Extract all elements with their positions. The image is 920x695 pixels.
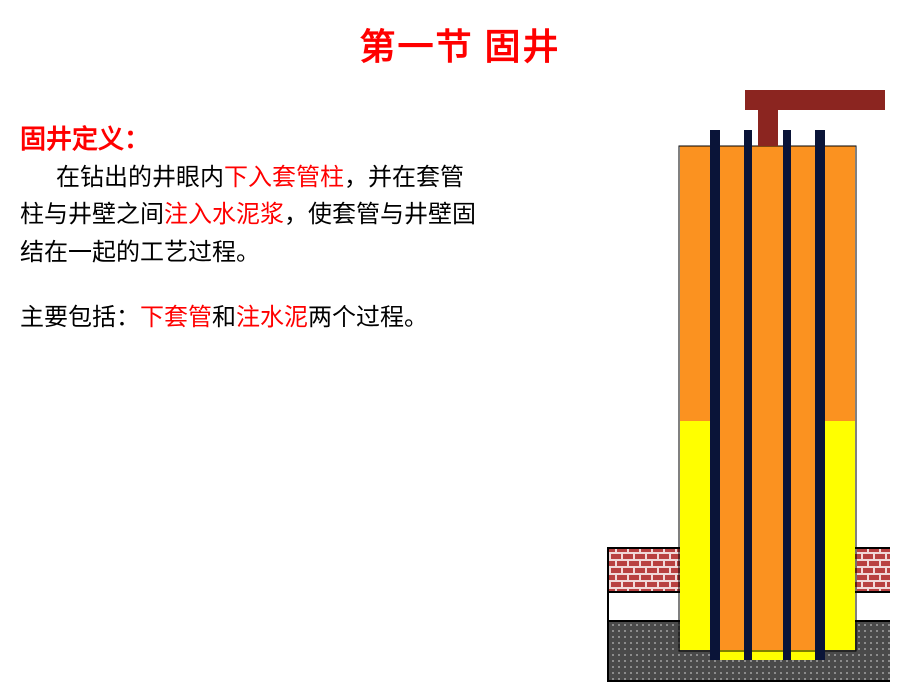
text-run: 下入套管柱 <box>224 165 344 191</box>
text-run: 主要包括： <box>20 305 140 331</box>
definition-body: 在钻出的井眼内下入套管柱，并在套管柱与井壁之间注入水泥浆，使套管与井壁固结在一起… <box>20 160 480 272</box>
definition-label-text: 固井定义： <box>20 125 150 154</box>
title-text: 第一节 固井 <box>359 27 560 67</box>
well-diagram <box>580 70 890 690</box>
text-run: 注入水泥浆 <box>164 202 284 228</box>
text-run: 两个过程。 <box>308 305 428 331</box>
definition-label: 固井定义： <box>20 120 480 160</box>
text-content: 固井定义： 在钻出的井眼内下入套管柱，并在套管柱与井壁之间注入水泥浆，使套管与井… <box>20 120 480 337</box>
text-run: 和 <box>212 305 236 331</box>
includes-line: 主要包括：下套管和注水泥两个过程。 <box>20 300 480 337</box>
text-run: 注水泥 <box>236 305 308 331</box>
text-run: 在钻出的井眼内 <box>56 165 224 191</box>
page-title: 第一节 固井 <box>0 0 920 70</box>
spacer <box>20 272 480 300</box>
well-svg <box>580 70 890 690</box>
text-run: 下套管 <box>140 305 212 331</box>
